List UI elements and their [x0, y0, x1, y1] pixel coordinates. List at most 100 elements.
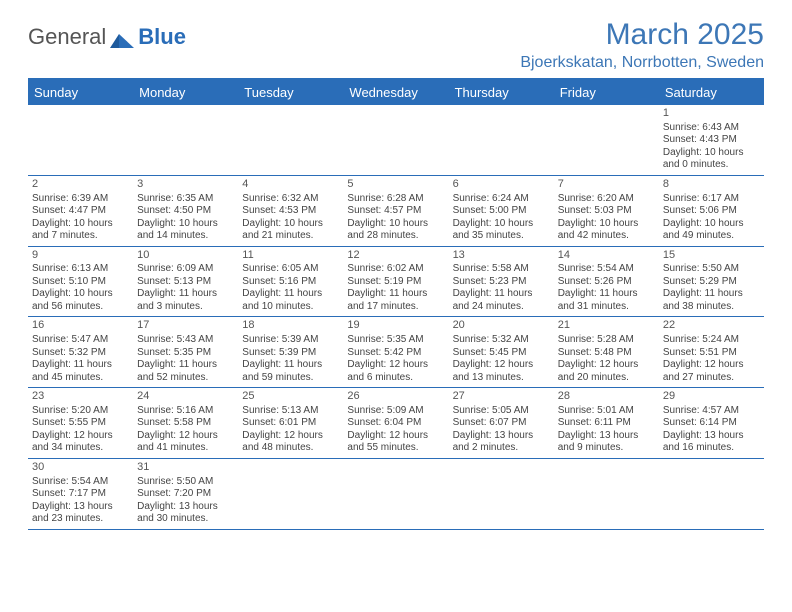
logo-mark-icon [110, 28, 136, 46]
sunset-text: Sunset: 5:58 PM [137, 417, 234, 430]
calendar: SundayMondayTuesdayWednesdayThursdayFrid… [28, 78, 764, 530]
calendar-header-cell: Wednesday [343, 80, 448, 105]
daylight-text: Daylight: 13 hours [558, 430, 655, 443]
sunrise-text: Sunrise: 5:54 AM [558, 263, 655, 276]
daylight-text: Daylight: 10 hours [558, 218, 655, 231]
sunrise-text: Sunrise: 5:35 AM [347, 334, 444, 347]
sunset-text: Sunset: 4:47 PM [32, 205, 129, 218]
day-number: 27 [453, 390, 550, 404]
title-block: March 2025 Bjoerkskatan, Norrbotten, Swe… [520, 18, 764, 72]
sunset-text: Sunset: 6:07 PM [453, 417, 550, 430]
sunrise-text: Sunrise: 6:28 AM [347, 193, 444, 206]
calendar-day-cell: 3Sunrise: 6:35 AMSunset: 4:50 PMDaylight… [133, 176, 238, 246]
sunrise-text: Sunrise: 6:05 AM [242, 263, 339, 276]
sunset-text: Sunset: 5:51 PM [663, 347, 760, 360]
sunset-text: Sunset: 6:01 PM [242, 417, 339, 430]
sunset-text: Sunset: 5:55 PM [32, 417, 129, 430]
daylight-text: Daylight: 10 hours [347, 218, 444, 231]
calendar-week-row: 23Sunrise: 5:20 AMSunset: 5:55 PMDayligh… [28, 388, 764, 459]
day-number: 3 [137, 178, 234, 192]
sunset-text: Sunset: 4:57 PM [347, 205, 444, 218]
calendar-day-cell [449, 459, 554, 529]
calendar-header-cell: Tuesday [238, 80, 343, 105]
daylight-text: Daylight: 11 hours [137, 288, 234, 301]
calendar-day-cell: 11Sunrise: 6:05 AMSunset: 5:16 PMDayligh… [238, 247, 343, 317]
calendar-day-cell [554, 105, 659, 175]
day-number: 8 [663, 178, 760, 192]
calendar-day-cell: 22Sunrise: 5:24 AMSunset: 5:51 PMDayligh… [659, 317, 764, 387]
header: General Blue March 2025 Bjoerkskatan, No… [28, 18, 764, 72]
sunrise-text: Sunrise: 5:54 AM [32, 476, 129, 489]
calendar-day-cell: 27Sunrise: 5:05 AMSunset: 6:07 PMDayligh… [449, 388, 554, 458]
calendar-day-cell: 10Sunrise: 6:09 AMSunset: 5:13 PMDayligh… [133, 247, 238, 317]
calendar-day-cell: 30Sunrise: 5:54 AMSunset: 7:17 PMDayligh… [28, 459, 133, 529]
calendar-day-cell: 6Sunrise: 6:24 AMSunset: 5:00 PMDaylight… [449, 176, 554, 246]
daylight-text: and 35 minutes. [453, 230, 550, 243]
sunrise-text: Sunrise: 5:20 AM [32, 405, 129, 418]
daylight-text: Daylight: 11 hours [242, 288, 339, 301]
day-number: 12 [347, 249, 444, 263]
calendar-header-row: SundayMondayTuesdayWednesdayThursdayFrid… [28, 80, 764, 105]
sunrise-text: Sunrise: 5:39 AM [242, 334, 339, 347]
day-number: 19 [347, 319, 444, 333]
daylight-text: Daylight: 12 hours [347, 430, 444, 443]
calendar-header-cell: Saturday [659, 80, 764, 105]
calendar-day-cell: 5Sunrise: 6:28 AMSunset: 4:57 PMDaylight… [343, 176, 448, 246]
calendar-day-cell [343, 105, 448, 175]
sunset-text: Sunset: 5:26 PM [558, 276, 655, 289]
daylight-text: and 38 minutes. [663, 301, 760, 314]
day-number: 16 [32, 319, 129, 333]
sunrise-text: Sunrise: 5:05 AM [453, 405, 550, 418]
sunrise-text: Sunrise: 5:13 AM [242, 405, 339, 418]
daylight-text: and 27 minutes. [663, 372, 760, 385]
sunset-text: Sunset: 5:10 PM [32, 276, 129, 289]
daylight-text: and 10 minutes. [242, 301, 339, 314]
daylight-text: and 9 minutes. [558, 442, 655, 455]
sunset-text: Sunset: 5:32 PM [32, 347, 129, 360]
sunset-text: Sunset: 6:11 PM [558, 417, 655, 430]
sunrise-text: Sunrise: 6:32 AM [242, 193, 339, 206]
daylight-text: Daylight: 13 hours [453, 430, 550, 443]
daylight-text: Daylight: 12 hours [453, 359, 550, 372]
calendar-day-cell: 23Sunrise: 5:20 AMSunset: 5:55 PMDayligh… [28, 388, 133, 458]
calendar-header-cell: Monday [133, 80, 238, 105]
calendar-day-cell [449, 105, 554, 175]
sunset-text: Sunset: 5:45 PM [453, 347, 550, 360]
daylight-text: and 17 minutes. [347, 301, 444, 314]
calendar-day-cell: 1Sunrise: 6:43 AMSunset: 4:43 PMDaylight… [659, 105, 764, 175]
sunrise-text: Sunrise: 5:43 AM [137, 334, 234, 347]
day-number: 5 [347, 178, 444, 192]
sunrise-text: Sunrise: 6:13 AM [32, 263, 129, 276]
logo-text-1: General [28, 24, 106, 50]
calendar-week-row: 30Sunrise: 5:54 AMSunset: 7:17 PMDayligh… [28, 459, 764, 530]
sunrise-text: Sunrise: 6:09 AM [137, 263, 234, 276]
calendar-day-cell: 17Sunrise: 5:43 AMSunset: 5:35 PMDayligh… [133, 317, 238, 387]
day-number: 22 [663, 319, 760, 333]
daylight-text: Daylight: 12 hours [347, 359, 444, 372]
daylight-text: Daylight: 11 hours [347, 288, 444, 301]
calendar-day-cell [659, 459, 764, 529]
sunset-text: Sunset: 5:19 PM [347, 276, 444, 289]
day-number: 20 [453, 319, 550, 333]
calendar-day-cell [28, 105, 133, 175]
sunrise-text: Sunrise: 5:24 AM [663, 334, 760, 347]
sunrise-text: Sunrise: 5:01 AM [558, 405, 655, 418]
sunset-text: Sunset: 5:39 PM [242, 347, 339, 360]
daylight-text: and 13 minutes. [453, 372, 550, 385]
daylight-text: and 31 minutes. [558, 301, 655, 314]
calendar-day-cell: 7Sunrise: 6:20 AMSunset: 5:03 PMDaylight… [554, 176, 659, 246]
calendar-day-cell: 21Sunrise: 5:28 AMSunset: 5:48 PMDayligh… [554, 317, 659, 387]
sunrise-text: Sunrise: 5:47 AM [32, 334, 129, 347]
daylight-text: Daylight: 11 hours [663, 288, 760, 301]
daylight-text: and 14 minutes. [137, 230, 234, 243]
daylight-text: Daylight: 11 hours [242, 359, 339, 372]
daylight-text: and 6 minutes. [347, 372, 444, 385]
daylight-text: Daylight: 10 hours [663, 147, 760, 160]
calendar-day-cell: 29Sunrise: 4:57 AMSunset: 6:14 PMDayligh… [659, 388, 764, 458]
sunrise-text: Sunrise: 5:50 AM [663, 263, 760, 276]
daylight-text: and 23 minutes. [32, 513, 129, 526]
day-number: 17 [137, 319, 234, 333]
calendar-day-cell: 9Sunrise: 6:13 AMSunset: 5:10 PMDaylight… [28, 247, 133, 317]
calendar-header-cell: Sunday [28, 80, 133, 105]
sunset-text: Sunset: 7:20 PM [137, 488, 234, 501]
